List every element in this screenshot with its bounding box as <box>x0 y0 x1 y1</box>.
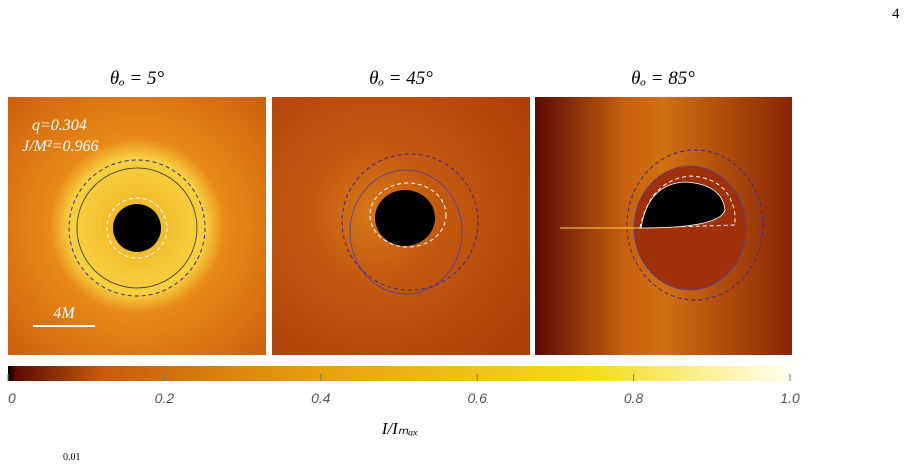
tick-label: 0.4 <box>311 390 331 406</box>
tick-label: 0 <box>8 390 16 406</box>
tick-label: 0.8 <box>624 390 644 406</box>
annotation: q=0.304 <box>32 117 87 134</box>
panel-image <box>272 97 530 355</box>
panel-image <box>535 97 792 355</box>
tick-label: 0.2 <box>155 390 175 406</box>
colorbar <box>8 366 790 381</box>
page-number: 4 <box>892 6 900 22</box>
footer-fragment: 0.01 <box>63 452 81 463</box>
scale-label: 4M <box>53 305 76 322</box>
tick-label: 1.0 <box>780 390 800 406</box>
colorbar-label: I/Iₘₐₓ <box>381 419 419 438</box>
annotation: J/M²=0.966 <box>22 138 98 155</box>
panel-image <box>8 97 266 355</box>
panel-title: θₒ = 45° <box>369 68 433 89</box>
panel-title: θₒ = 85° <box>631 68 695 89</box>
tick-label: 0.6 <box>467 390 487 406</box>
panel-title: θₒ = 5° <box>110 68 165 89</box>
